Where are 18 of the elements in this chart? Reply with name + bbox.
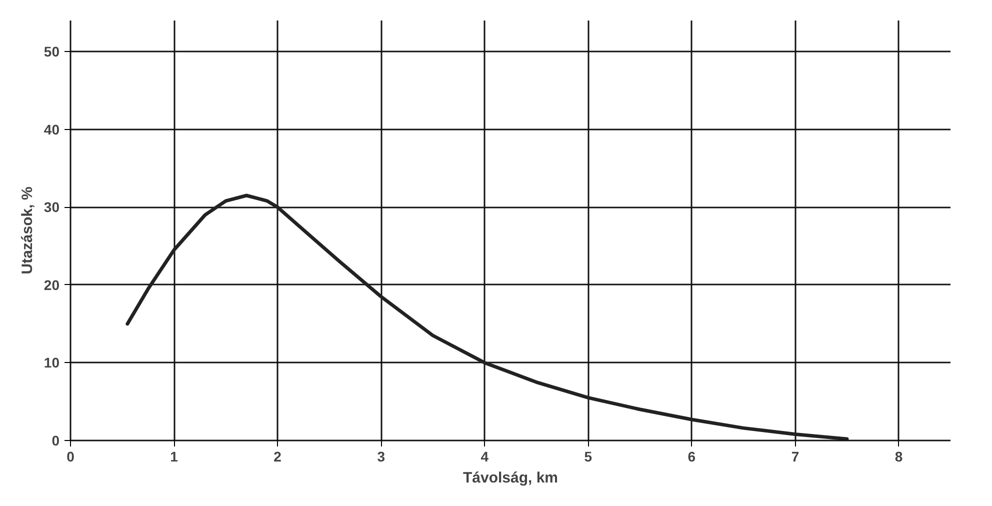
y-tick-label: 0 [52, 432, 60, 448]
y-tick-label: 40 [44, 121, 60, 138]
y-axis-title: Utazások, % [18, 186, 36, 274]
x-tick-label: 7 [791, 448, 800, 464]
x-tick-label: 2 [274, 448, 282, 464]
x-tick-label: 6 [688, 448, 696, 464]
x-axis-title: Távolság, km [462, 470, 558, 486]
x-tick-label: 4 [480, 448, 489, 464]
x-tick-label: 0 [66, 448, 75, 464]
y-tick-label: 10 [44, 354, 60, 371]
y-tick-label: 50 [44, 44, 60, 60]
y-tick-label: 30 [44, 199, 60, 216]
x-tick-label: 1 [170, 448, 178, 464]
x-tick-label: 5 [584, 448, 592, 464]
y-tick-label: 20 [44, 276, 60, 293]
x-tick-label: 3 [377, 448, 386, 464]
x-tick-label: 8 [894, 448, 903, 464]
line-series [126, 194, 849, 440]
